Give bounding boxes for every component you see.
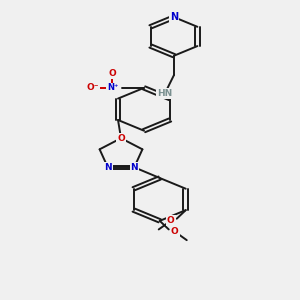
Text: O: O bbox=[109, 69, 116, 78]
Text: N⁺: N⁺ bbox=[107, 83, 118, 92]
Text: N: N bbox=[170, 12, 178, 22]
Text: HN: HN bbox=[158, 89, 172, 98]
Text: N: N bbox=[130, 163, 138, 172]
Text: O: O bbox=[167, 216, 175, 225]
Text: O: O bbox=[171, 227, 178, 236]
Text: O: O bbox=[117, 134, 125, 143]
Text: O⁻: O⁻ bbox=[86, 83, 99, 92]
Text: N: N bbox=[104, 163, 112, 172]
